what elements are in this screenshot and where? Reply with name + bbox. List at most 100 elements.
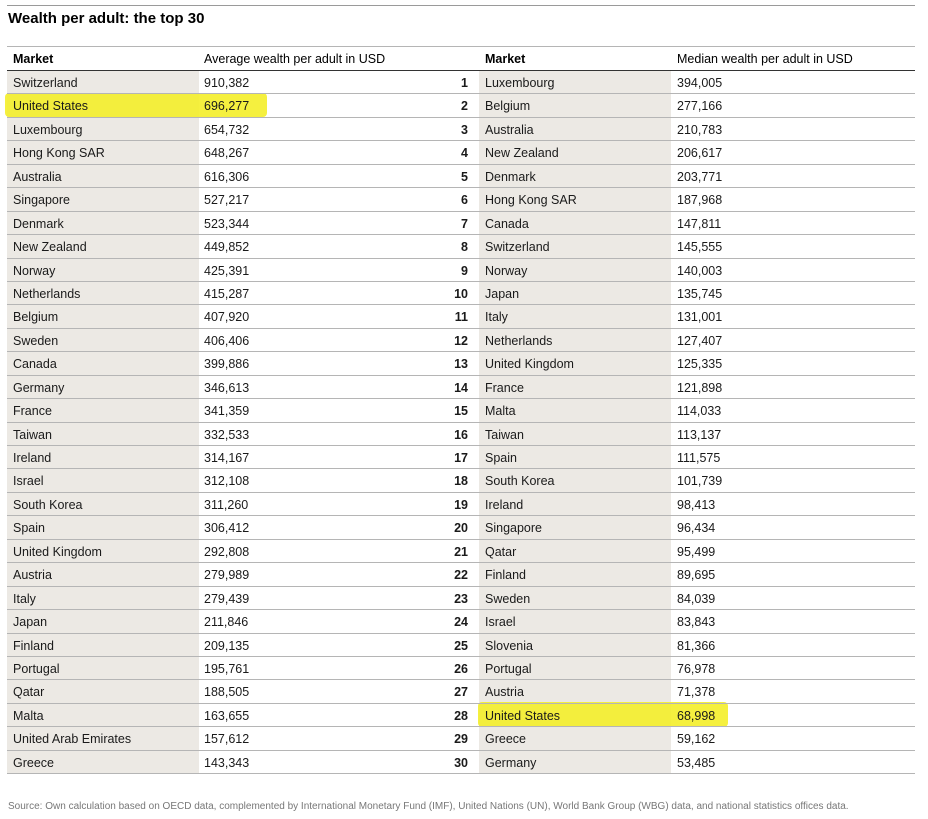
table-row: Japan 211,846 24 Israel 83,843 <box>7 610 915 634</box>
table-row: France 341,359 15 Malta 114,033 <box>7 399 915 423</box>
rank-number: 6 <box>461 193 468 208</box>
rank-number: 17 <box>454 451 468 465</box>
median-wealth-value: 210,783 <box>677 122 723 137</box>
avg-wealth-value: 312,108 <box>204 474 250 489</box>
median-wealth-value: 121,898 <box>677 380 723 395</box>
avg-wealth-value: 616,306 <box>204 169 250 184</box>
median-wealth-value: 83,843 <box>677 615 716 630</box>
header-market-right: Market <box>485 52 526 66</box>
avg-market-name: Ireland <box>13 451 52 465</box>
avg-market-name: Taiwan <box>13 427 52 442</box>
median-market-name: Denmark <box>485 169 536 184</box>
median-market-name: Australia <box>485 122 534 137</box>
median-wealth-value: 59,162 <box>677 732 716 747</box>
rank-number: 2 <box>461 99 468 114</box>
rank-number: 16 <box>454 427 468 442</box>
median-market-name: Belgium <box>485 99 531 114</box>
table-row: Switzerland 910,382 1 Luxembourg 394,005 <box>7 71 915 95</box>
rank-number: 20 <box>454 521 468 536</box>
median-wealth-value: 96,434 <box>677 521 716 536</box>
median-market-name: Israel <box>485 615 516 630</box>
median-wealth-value: 76,978 <box>677 661 716 676</box>
avg-wealth-value: 415,287 <box>204 286 250 301</box>
wealth-table: Switzerland 910,382 1 Luxembourg 394,005 Unit… <box>7 71 915 775</box>
rank-number: 27 <box>454 685 468 700</box>
rank-number: 10 <box>454 286 468 301</box>
rank-number: 30 <box>454 755 468 770</box>
table-row: Italy 279,439 23 Sweden 84,039 <box>7 587 915 611</box>
table-row: Norway 425,391 9 Norway 140,003 <box>7 259 915 282</box>
table-row: Malta 163,655 28 United States 68,998 <box>7 704 915 728</box>
table-row: Belgium 407,920 11 Italy 131,001 <box>7 305 915 329</box>
avg-wealth-value: 407,920 <box>204 310 250 325</box>
source-note: Source: Own calculation based on OECD da… <box>8 801 849 812</box>
rank-number: 19 <box>454 497 468 512</box>
header-bottom-rule <box>7 70 915 71</box>
avg-market-name: Qatar <box>13 685 45 700</box>
avg-wealth-value: 211,846 <box>204 615 249 630</box>
median-wealth-value: 203,771 <box>677 169 723 184</box>
table-row: Finland 209,135 25 Slovenia 81,366 <box>7 634 915 657</box>
median-wealth-value: 145,555 <box>677 240 723 255</box>
avg-market-name: South Korea <box>13 497 83 512</box>
rank-number: 14 <box>454 380 468 395</box>
avg-wealth-value: 406,406 <box>204 333 250 348</box>
header-market-left: Market <box>13 52 54 66</box>
avg-market-name: Canada <box>13 357 57 372</box>
table-row: United Arab Emirates 157,612 29 Greece 59,16… <box>7 727 915 751</box>
table-row: Hong Kong SAR 648,267 4 New Zealand 206,617 <box>7 141 915 165</box>
table-row: Canada 399,886 13 United Kingdom 125,335 <box>7 352 915 376</box>
median-wealth-value: 135,745 <box>677 286 723 301</box>
median-wealth-value: 127,407 <box>677 333 723 348</box>
avg-market-name: Portugal <box>13 661 60 676</box>
avg-market-name: Japan <box>13 615 48 630</box>
table-row: Luxembourg 654,732 3 Australia 210,783 <box>7 118 915 142</box>
avg-market-name: Finland <box>13 638 54 653</box>
table-row: Taiwan 332,533 16 Taiwan 113,137 <box>7 423 915 446</box>
table-row: Spain 306,412 20 Singapore 96,434 <box>7 516 915 540</box>
table-row: Qatar 188,505 27 Austria 71,378 <box>7 680 915 704</box>
rank-number: 1 <box>461 76 468 90</box>
avg-wealth-value: 292,808 <box>204 544 250 559</box>
median-market-name: Italy <box>485 310 508 325</box>
median-market-name: France <box>485 380 524 395</box>
avg-market-name: Australia <box>13 169 62 184</box>
median-wealth-value: 68,998 <box>677 708 716 723</box>
table-row: Israel 312,108 18 South Korea 101,739 <box>7 469 915 493</box>
avg-market-name: Spain <box>13 521 45 536</box>
median-market-name: United States <box>485 708 561 723</box>
median-wealth-value: 53,485 <box>677 755 716 770</box>
median-wealth-value: 140,003 <box>677 263 723 278</box>
highlight-average-united-states <box>5 93 267 117</box>
median-wealth-value: 89,695 <box>677 568 716 583</box>
avg-market-name: Switzerland <box>13 76 78 90</box>
rank-number: 24 <box>454 615 468 630</box>
median-market-name: New Zealand <box>485 146 559 161</box>
median-market-name: Luxembourg <box>485 76 555 90</box>
median-market-name: Slovenia <box>485 638 533 653</box>
median-market-name: Portugal <box>485 661 532 676</box>
table-title: Wealth per adult: the top 30 <box>8 10 205 27</box>
median-market-name: Qatar <box>485 544 517 559</box>
avg-market-name: Belgium <box>13 310 59 325</box>
median-market-name: Austria <box>485 685 524 700</box>
median-wealth-value: 187,968 <box>677 193 723 208</box>
table-row: Sweden 406,406 12 Netherlands 127,407 <box>7 329 915 353</box>
avg-wealth-value: 279,989 <box>204 568 250 583</box>
avg-market-name: United States <box>13 99 89 114</box>
table-row: Singapore 527,217 6 Hong Kong SAR 187,968 <box>7 188 915 212</box>
avg-market-name: Hong Kong SAR <box>13 146 105 161</box>
median-market-name: Canada <box>485 216 529 231</box>
rank-number: 21 <box>454 544 468 559</box>
median-wealth-value: 114,033 <box>677 404 722 419</box>
table-row: New Zealand 449,852 8 Switzerland 145,555 <box>7 235 915 259</box>
rank-number: 4 <box>461 146 468 161</box>
avg-wealth-value: 696,277 <box>204 99 250 114</box>
median-market-name: Singapore <box>485 521 542 536</box>
rank-number: 26 <box>454 661 468 676</box>
table-row: Australia 616,306 5 Denmark 203,771 <box>7 165 915 189</box>
median-market-name: Sweden <box>485 591 531 606</box>
median-market-name: Finland <box>485 568 526 583</box>
avg-wealth-value: 332,533 <box>204 427 250 442</box>
median-market-name: Spain <box>485 451 517 465</box>
